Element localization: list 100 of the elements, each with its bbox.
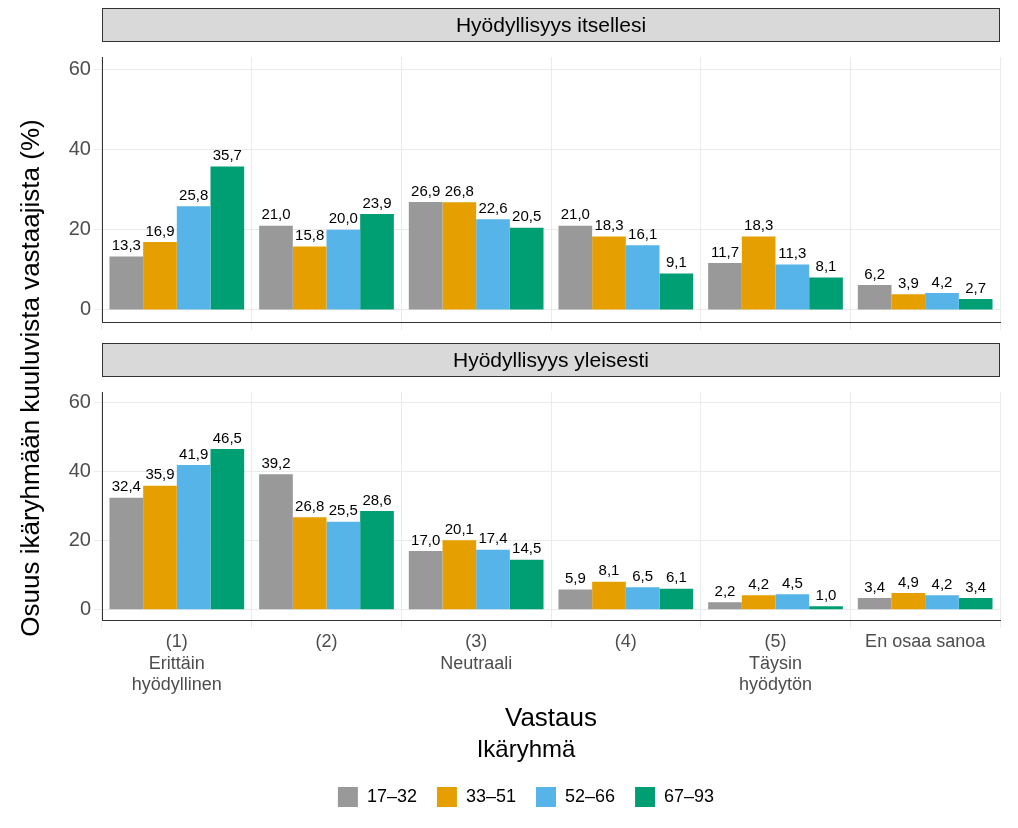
data-label: 28,6 [362, 490, 392, 508]
bar [857, 598, 892, 610]
data-label: 18,3 [744, 216, 774, 234]
bar [558, 225, 593, 310]
data-label: 41,9 [179, 444, 209, 462]
data-label: 2,2 [714, 581, 736, 599]
data-label: 5,9 [564, 569, 586, 587]
data-label: 8,1 [815, 257, 837, 275]
x-tick-label: (2) [315, 630, 338, 651]
bar [741, 236, 776, 310]
data-label: 20,5 [512, 207, 542, 225]
bar [509, 559, 544, 610]
bar [259, 225, 293, 310]
data-label: 20,1 [444, 519, 474, 537]
y-tick-label: 20 [68, 528, 91, 551]
data-label: 25,5 [328, 501, 358, 519]
bar [809, 606, 843, 610]
y-tick-label: 0 [79, 597, 91, 620]
y-tick-label: 60 [68, 56, 91, 79]
bar [809, 277, 843, 310]
x-tick-label: En osaa sanoa [865, 630, 987, 651]
data-label: 32,4 [111, 477, 141, 495]
bar [176, 464, 211, 610]
data-label: 9,1 [665, 253, 687, 271]
data-label: 26,9 [411, 181, 441, 199]
data-label: 26,8 [295, 496, 325, 514]
x-axis-title: Vastaus [504, 701, 598, 732]
y-axis-title: Osuus ikäryhmään kuuluvista vastaajista (%) [14, 119, 46, 637]
x-tick-label: (5) Täysin hyödytön [738, 630, 813, 695]
bar [360, 510, 394, 610]
bar [558, 589, 593, 610]
y-tick-label: 40 [68, 136, 91, 159]
bar [958, 299, 993, 310]
data-label: 21,0 [560, 205, 590, 223]
bar [925, 293, 959, 310]
bar [708, 602, 742, 610]
bar [708, 262, 742, 310]
bar [509, 227, 544, 310]
data-label: 4,2 [931, 574, 953, 592]
data-label: 13,3 [111, 236, 141, 254]
bar [659, 273, 694, 310]
data-label: 6,1 [665, 568, 687, 586]
data-label: 4,9 [897, 572, 919, 590]
bar [442, 202, 477, 310]
data-label: 16,1 [628, 224, 658, 242]
data-label: 23,9 [362, 193, 392, 211]
data-label: 3,9 [897, 273, 919, 291]
data-label: 22,6 [478, 198, 508, 216]
bar [360, 213, 394, 310]
bar [326, 229, 361, 310]
bar [476, 219, 510, 310]
data-label: 3,4 [864, 577, 886, 595]
x-tick-label: (4) [614, 630, 637, 651]
data-label: 25,8 [179, 186, 209, 203]
bar [891, 294, 926, 310]
legend-title: Ikäryhmä [476, 734, 576, 762]
data-label: 39,2 [261, 453, 291, 471]
bar [659, 588, 694, 610]
legend-label: 17–32 [366, 785, 417, 806]
data-label: 4,2 [931, 272, 953, 290]
bar [625, 245, 660, 310]
bar [109, 497, 144, 610]
y-tick-label: 20 [68, 217, 91, 240]
bar [326, 521, 361, 610]
bar [891, 592, 926, 610]
data-label: 14,5 [512, 539, 542, 557]
data-label: 11,3 [778, 244, 807, 262]
bar [408, 551, 443, 610]
chart-title: Hyödyllisyys yleisesti [102, 343, 1000, 377]
data-label: 16,9 [145, 221, 175, 239]
data-label: 35,7 [212, 146, 242, 164]
chart-title: Hyödyllisyys itsellesi [102, 8, 1000, 42]
y-tick-label: 0 [79, 297, 91, 320]
bar [857, 285, 892, 310]
bar [775, 594, 810, 610]
data-label: 20,0 [328, 209, 358, 227]
legend-label: 52–66 [565, 785, 616, 806]
data-label: 15,8 [295, 226, 325, 244]
bar [476, 549, 510, 610]
data-label: 26,8 [444, 181, 474, 199]
data-label: 11,7 [710, 242, 740, 260]
bar [259, 474, 293, 610]
data-label: 46,5 [212, 428, 242, 446]
bar [925, 595, 959, 610]
bar [408, 201, 443, 310]
data-label: 18,3 [594, 216, 624, 234]
data-label: 6,2 [864, 264, 886, 282]
bar [775, 264, 810, 310]
data-label: 6,5 [632, 566, 654, 584]
bar [592, 581, 626, 610]
y-tick-label: 60 [68, 389, 91, 412]
data-label: 17,4 [478, 529, 508, 547]
bar [292, 517, 327, 610]
bar [741, 595, 776, 610]
data-label: 21,0 [261, 205, 291, 223]
bar [442, 540, 477, 610]
y-tick-label: 40 [68, 459, 91, 482]
x-tick-label: (3) Neutraali [440, 630, 513, 673]
legend-label: 67–93 [664, 785, 715, 806]
data-label: 8,1 [598, 561, 620, 579]
